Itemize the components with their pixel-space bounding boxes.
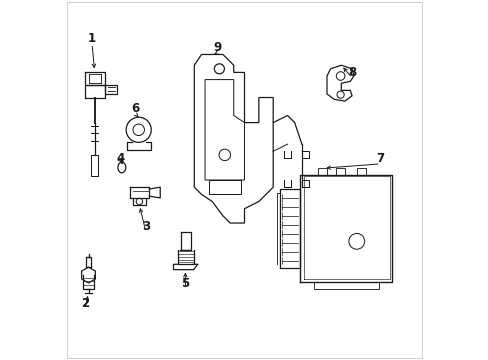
Text: 5: 5 (181, 278, 189, 291)
Text: 1: 1 (88, 32, 96, 45)
Text: 4: 4 (117, 152, 124, 165)
Text: 7: 7 (376, 152, 384, 165)
Text: 8: 8 (347, 66, 355, 79)
Text: 9: 9 (213, 41, 221, 54)
Text: 2: 2 (81, 297, 89, 310)
Text: 6: 6 (131, 102, 139, 115)
Text: 3: 3 (142, 220, 150, 233)
